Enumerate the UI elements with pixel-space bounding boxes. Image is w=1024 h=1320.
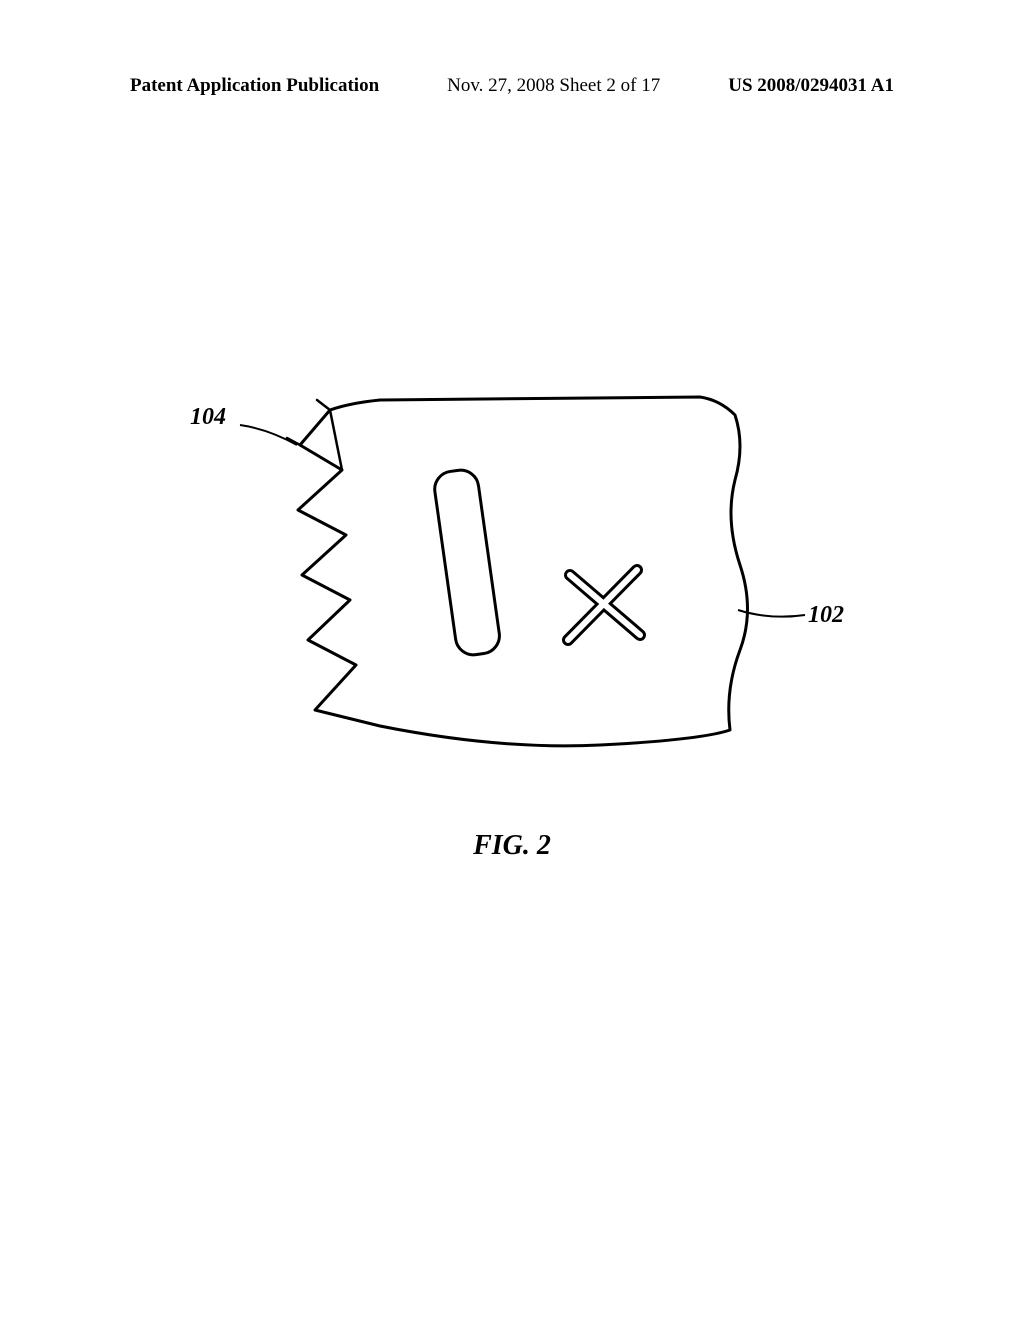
reference-numeral-102: 102 (808, 602, 844, 629)
page-header: Patent Application Publication Nov. 27, … (0, 75, 1024, 97)
patent-figure-drawing (0, 350, 1024, 850)
reference-numeral-104: 104 (190, 404, 226, 431)
sheet-info: Nov. 27, 2008 Sheet 2 of 17 (447, 75, 660, 97)
publication-label: Patent Application Publication (130, 75, 379, 97)
figure-caption: FIG. 2 (0, 830, 1024, 862)
publication-number: US 2008/0294031 A1 (728, 75, 894, 97)
figure-container: 104 102 (0, 350, 1024, 850)
